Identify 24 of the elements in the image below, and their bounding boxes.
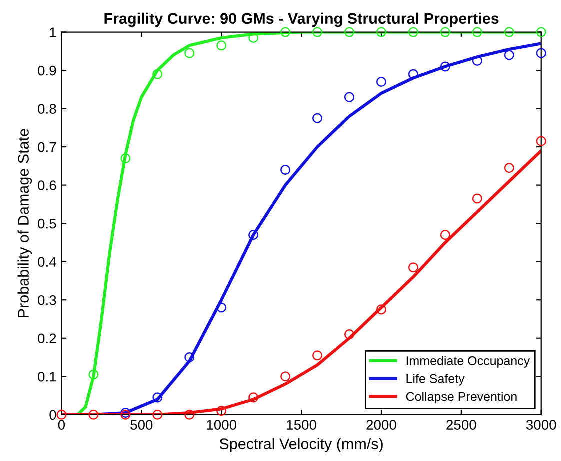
y-tick-label: 0.3 bbox=[38, 295, 56, 306]
y-tick-label: 0.1 bbox=[38, 372, 56, 382]
legend-label: Immediate Occupancy bbox=[406, 356, 530, 368]
x-tick-label: 1000 bbox=[207, 420, 236, 430]
x-tick-label: 500 bbox=[130, 420, 153, 430]
y-tick-label: 0.8 bbox=[38, 104, 56, 114]
x-tick-label: 3000 bbox=[526, 420, 556, 430]
x-tick-label: 2000 bbox=[366, 420, 396, 430]
y-axis-title: Probability of Damage State bbox=[18, 129, 32, 318]
x-tick-label: 0 bbox=[58, 420, 66, 430]
y-tick-label: 0.6 bbox=[38, 180, 56, 190]
y-tick-label: 0.2 bbox=[38, 334, 56, 344]
x-tick-label: 1500 bbox=[287, 420, 316, 430]
y-tick-label: 1 bbox=[50, 28, 56, 38]
y-tick-label: 0.4 bbox=[38, 257, 56, 268]
y-tick-label: 0.9 bbox=[38, 66, 56, 76]
y-tick-label: 0 bbox=[50, 410, 56, 420]
x-tick-label: 2500 bbox=[446, 420, 476, 430]
x-axis-title: Spectral Velocity (mm/s) bbox=[220, 438, 383, 453]
legend-label: Life Safety bbox=[406, 374, 465, 386]
legend-label: Collapse Prevention bbox=[406, 392, 517, 404]
chart-title: Fragility Curve: 90 GMs - Varying Structural Properties bbox=[104, 12, 499, 28]
y-tick-label: 0.5 bbox=[38, 218, 56, 229]
y-tick-label: 0.7 bbox=[38, 142, 56, 152]
